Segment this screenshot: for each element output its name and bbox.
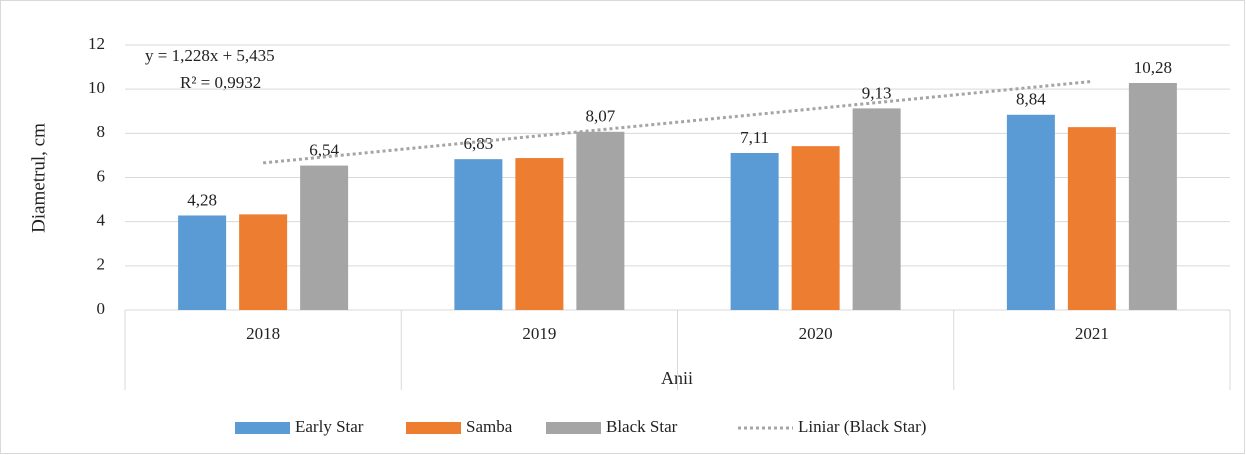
bar	[1006, 114, 1055, 311]
bar	[239, 214, 288, 310]
data-label: 7,11	[740, 128, 769, 147]
bar	[515, 158, 564, 310]
data-label: 6,83	[464, 134, 494, 153]
x-tick-label: 2018	[246, 324, 280, 343]
data-label: 9,13	[862, 83, 892, 102]
data-label: 6,54	[309, 140, 339, 159]
y-axis-title: Diametrul, cm	[28, 123, 49, 233]
data-label: 8,07	[586, 107, 616, 126]
bar	[178, 215, 227, 310]
bar	[300, 165, 349, 310]
y-tick-label: 2	[97, 255, 106, 274]
data-label: 10,28	[1134, 58, 1172, 77]
y-tick-label: 10	[88, 78, 105, 97]
bar	[454, 159, 503, 310]
trend-equation: y = 1,228x + 5,435	[145, 46, 275, 65]
x-tick-label: 2021	[1075, 324, 1109, 343]
legend-label: Early Star	[295, 417, 364, 436]
y-tick-label: 0	[97, 299, 106, 318]
y-tick-label: 6	[97, 166, 106, 185]
bar	[730, 152, 779, 310]
y-tick-label: 12	[88, 34, 105, 53]
legend-swatch	[406, 422, 461, 434]
y-tick-label: 8	[97, 122, 106, 141]
data-label: 4,28	[187, 190, 217, 209]
trend-r2: R² = 0,9932	[180, 73, 261, 92]
trendline	[262, 79, 1093, 165]
y-tick-label: 4	[97, 211, 106, 230]
bar	[791, 146, 840, 310]
legend-swatch	[235, 422, 290, 434]
data-label: 8,84	[1016, 90, 1046, 109]
legend-swatch	[546, 422, 601, 434]
legend-label: Samba	[466, 417, 513, 436]
bar	[1128, 82, 1177, 310]
bar	[1067, 127, 1116, 311]
x-tick-label: 2020	[799, 324, 833, 343]
legend-label: Liniar (Black Star)	[798, 417, 926, 436]
bar	[852, 108, 901, 310]
bar	[576, 131, 625, 310]
x-tick-label: 2019	[522, 324, 556, 343]
legend-label: Black Star	[606, 417, 678, 436]
